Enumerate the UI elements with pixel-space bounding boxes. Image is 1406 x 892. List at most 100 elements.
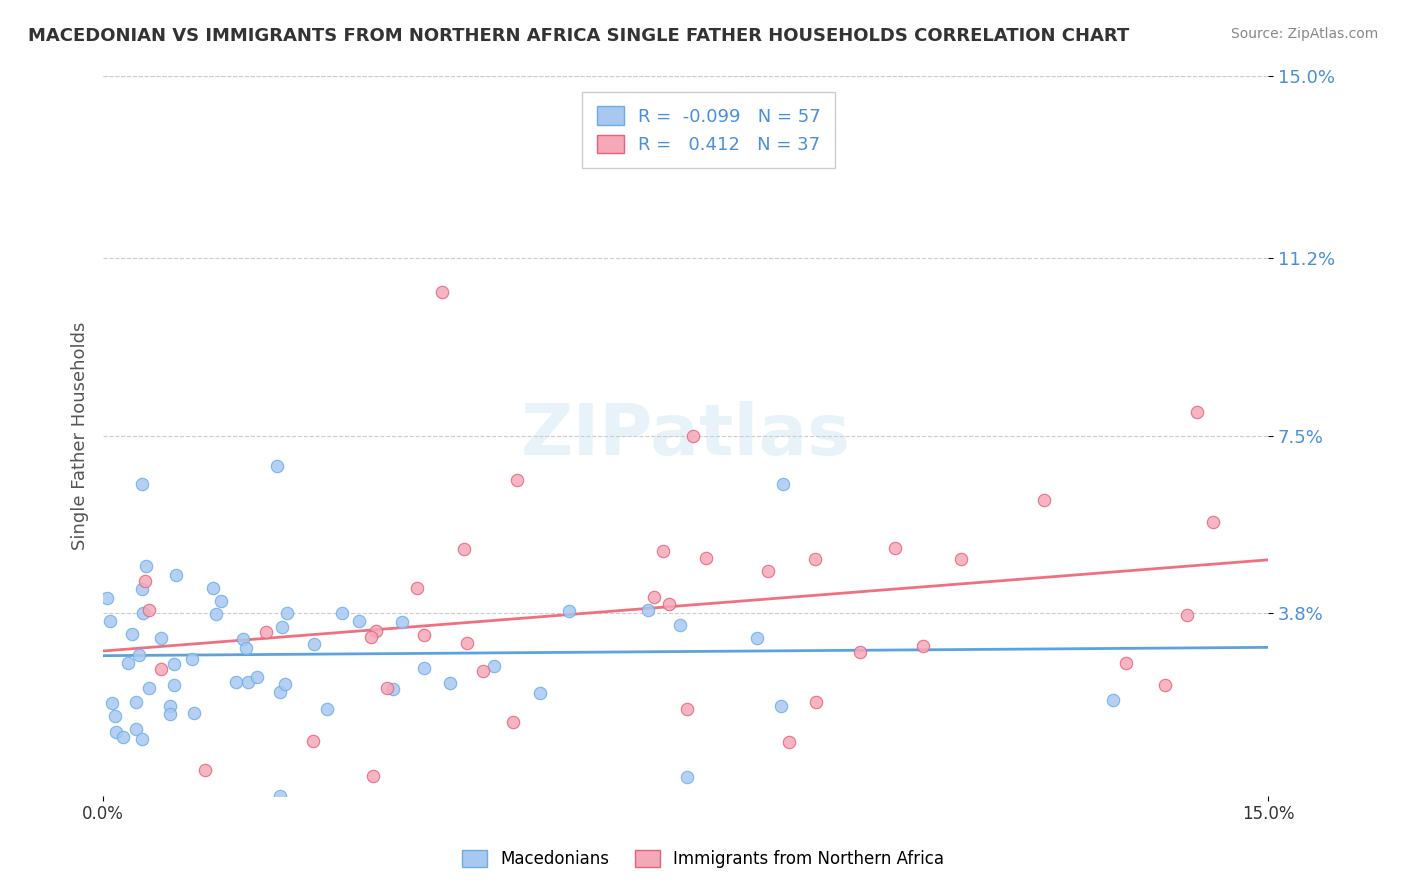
Point — [381, 681, 404, 696]
Text: Source: ZipAtlas.com: Source: ZipAtlas.com — [1230, 27, 1378, 41]
Point — [163, 678, 186, 692]
Point — [266, 458, 288, 473]
Point — [1187, 405, 1209, 419]
Point — [1115, 656, 1137, 670]
Point — [770, 698, 793, 713]
Point — [747, 631, 769, 645]
Point — [159, 698, 181, 713]
Point — [658, 597, 681, 611]
Point — [806, 695, 828, 709]
Point — [772, 476, 794, 491]
Point — [125, 723, 148, 737]
Point — [1202, 515, 1225, 529]
Point — [883, 541, 905, 555]
Point — [849, 645, 872, 659]
Point — [101, 696, 124, 710]
Point — [131, 476, 153, 491]
Point — [643, 590, 665, 604]
Point — [375, 681, 398, 695]
Point — [472, 665, 495, 679]
Point — [405, 581, 427, 595]
Point — [1153, 677, 1175, 691]
Point — [132, 607, 155, 621]
Text: MACEDONIAN VS IMMIGRANTS FROM NORTHERN AFRICA SINGLE FATHER HOUSEHOLDS CORRELATI: MACEDONIAN VS IMMIGRANTS FROM NORTHERN A… — [28, 27, 1129, 45]
Legend: Macedonians, Immigrants from Northern Africa: Macedonians, Immigrants from Northern Af… — [456, 843, 950, 875]
Legend: R =  -0.099   N = 57, R =   0.412   N = 37: R = -0.099 N = 57, R = 0.412 N = 37 — [582, 92, 835, 169]
Point — [1032, 492, 1054, 507]
Point — [209, 594, 232, 608]
Point — [912, 639, 935, 653]
Point — [779, 735, 801, 749]
Point — [159, 706, 181, 721]
Point — [412, 661, 434, 675]
Point — [364, 624, 387, 639]
Point — [150, 632, 173, 646]
Point — [347, 614, 370, 628]
Point — [135, 559, 157, 574]
Point — [456, 635, 478, 649]
Point — [330, 606, 353, 620]
Point — [276, 606, 298, 620]
Point — [162, 657, 184, 672]
Point — [121, 627, 143, 641]
Point — [804, 551, 827, 566]
Point — [316, 702, 339, 716]
Point — [225, 675, 247, 690]
Point — [150, 662, 173, 676]
Point — [194, 763, 217, 777]
Point — [676, 702, 699, 716]
Point — [302, 734, 325, 748]
Point — [676, 770, 699, 784]
Point — [131, 731, 153, 746]
Point — [246, 670, 269, 684]
Point — [453, 541, 475, 556]
Point — [360, 630, 382, 644]
Point — [695, 551, 717, 566]
Point — [204, 607, 226, 621]
Point — [235, 641, 257, 656]
Point — [117, 657, 139, 671]
Point — [1175, 608, 1198, 623]
Point — [125, 695, 148, 709]
Point — [201, 582, 224, 596]
Point — [558, 604, 581, 618]
Y-axis label: Single Father Households: Single Father Households — [72, 321, 89, 549]
Point — [361, 769, 384, 783]
Point — [183, 706, 205, 721]
Point — [138, 681, 160, 696]
Point — [138, 603, 160, 617]
Point — [637, 602, 659, 616]
Point — [270, 620, 292, 634]
Point — [131, 582, 153, 596]
Point — [758, 564, 780, 578]
Point — [506, 473, 529, 487]
Point — [502, 714, 524, 729]
Point — [430, 285, 453, 299]
Point — [652, 543, 675, 558]
Point — [96, 591, 118, 606]
Point — [134, 574, 156, 588]
Point — [165, 568, 187, 582]
Point — [180, 652, 202, 666]
Point — [273, 677, 295, 691]
Point — [1101, 692, 1123, 706]
Point — [682, 428, 704, 442]
Point — [98, 614, 121, 628]
Point — [482, 658, 505, 673]
Point — [269, 789, 291, 803]
Point — [269, 684, 291, 698]
Point — [412, 628, 434, 642]
Point — [254, 624, 277, 639]
Point — [128, 648, 150, 663]
Point — [105, 725, 128, 739]
Point — [529, 686, 551, 700]
Point — [949, 552, 972, 566]
Point — [232, 632, 254, 646]
Point — [302, 637, 325, 651]
Text: ZIPatlas: ZIPatlas — [520, 401, 851, 470]
Point — [391, 615, 413, 629]
Point — [669, 618, 692, 632]
Point — [104, 708, 127, 723]
Point — [236, 675, 259, 690]
Point — [439, 676, 461, 690]
